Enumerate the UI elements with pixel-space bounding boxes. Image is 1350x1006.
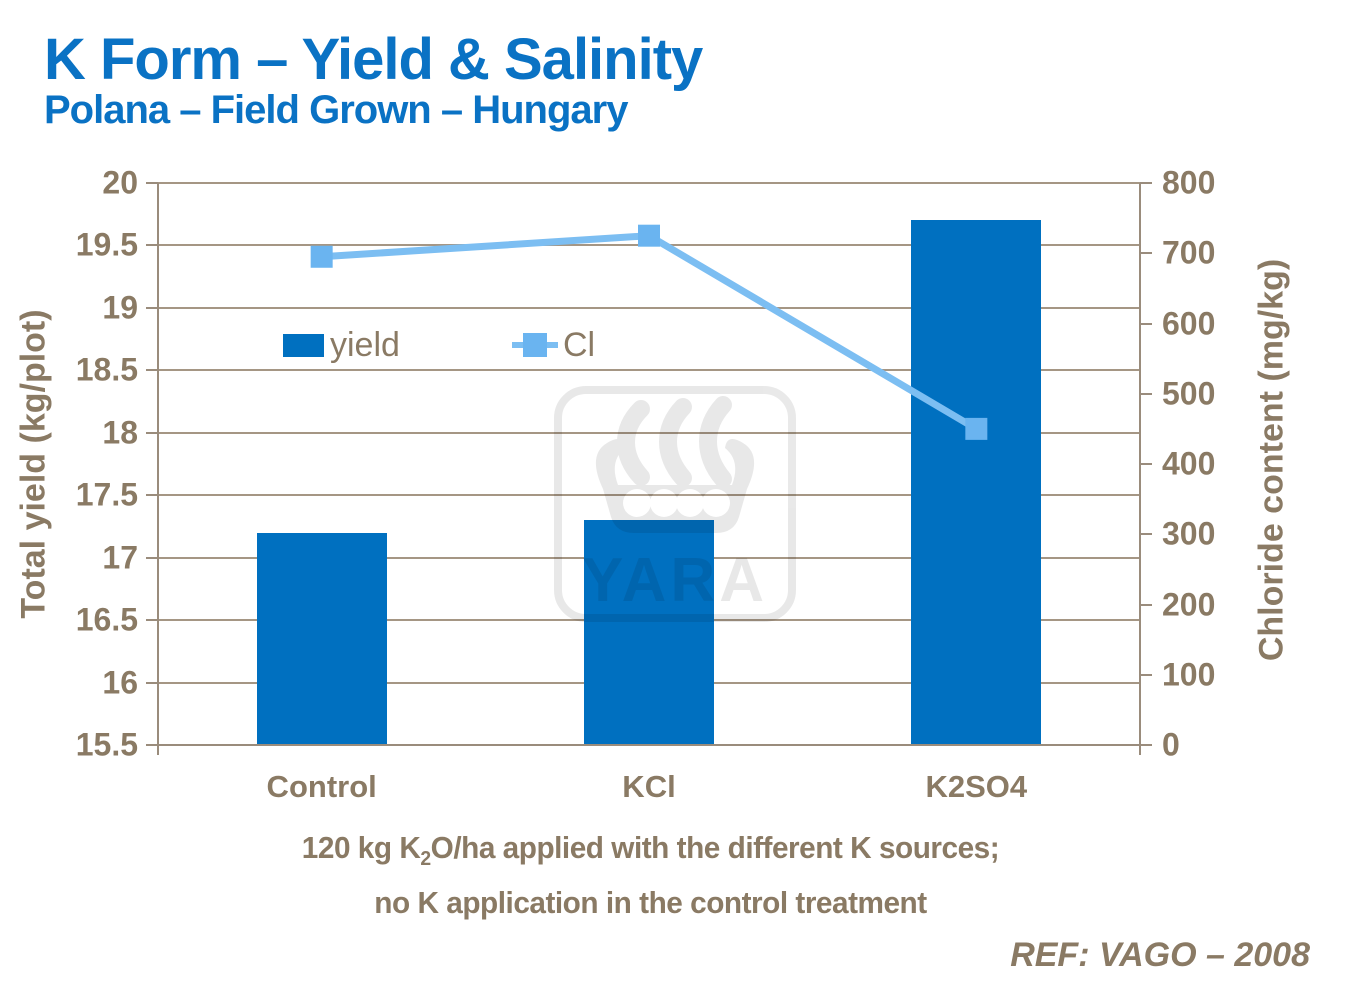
right-tick-mark bbox=[1140, 392, 1152, 395]
right-tick-mark bbox=[1140, 603, 1152, 606]
yield-bar-k2so4 bbox=[911, 220, 1042, 744]
left-tick-mark bbox=[146, 306, 158, 309]
gridline bbox=[158, 431, 1140, 434]
right-tick-mark bbox=[1140, 252, 1152, 255]
yield-legend-label: yield bbox=[330, 325, 400, 364]
left-tick-label: 20 bbox=[102, 164, 138, 201]
left-tick-label: 17 bbox=[102, 539, 138, 576]
left-tick-mark bbox=[146, 182, 158, 184]
right-tick-label: 600 bbox=[1162, 305, 1216, 341]
left-tick-mark bbox=[146, 494, 158, 497]
left-tick-mark bbox=[146, 681, 158, 684]
left-tick-label: 18 bbox=[102, 414, 138, 451]
reference-text: REF: VAGO – 2008 bbox=[1010, 936, 1310, 974]
right-tick-label: 700 bbox=[1162, 234, 1216, 271]
left-tick-mark bbox=[146, 369, 158, 372]
right-tick-mark bbox=[1140, 673, 1152, 676]
cl-marker-control bbox=[310, 245, 333, 268]
left-tick-mark bbox=[146, 244, 158, 247]
cl-legend-label: Cl bbox=[562, 325, 596, 364]
left-tick-label: 18.5 bbox=[75, 351, 138, 388]
right-tick-mark bbox=[1140, 182, 1152, 184]
left-tick-mark bbox=[146, 431, 158, 434]
right-tick-mark bbox=[1140, 322, 1152, 325]
category-label-control: Control bbox=[266, 769, 377, 804]
ship-hull-icon bbox=[595, 439, 755, 533]
caption-line-2: no K application in the control treatmen… bbox=[374, 885, 927, 921]
cl-legend-entry: Cl bbox=[511, 325, 596, 365]
right-tick-label: 200 bbox=[1162, 586, 1216, 622]
right-axis-line bbox=[1139, 183, 1141, 745]
caption-line-1: 120 kg K2O/ha applied with the different… bbox=[301, 830, 1000, 871]
bottom-tick-mark bbox=[157, 745, 159, 755]
slide-subtitle: Polana – Field Grown – Hungary bbox=[44, 88, 628, 132]
right-tick-label: 0 bbox=[1162, 726, 1180, 763]
category-label-kcl: KCl bbox=[622, 769, 676, 804]
right-tick-label: 800 bbox=[1162, 164, 1216, 201]
left-tick-mark bbox=[146, 556, 158, 559]
yield-bar-control bbox=[256, 532, 387, 744]
cl-legend-swatch bbox=[511, 333, 558, 357]
left-tick-label: 16 bbox=[102, 664, 138, 701]
right-tick-mark bbox=[1140, 463, 1152, 465]
ship-shields-icon bbox=[623, 489, 730, 517]
slide-title: K Form – Yield & Salinity bbox=[44, 27, 703, 92]
gridline bbox=[158, 182, 1140, 184]
right-tick-label: 100 bbox=[1162, 656, 1216, 693]
chart-caption: 120 kg K2O/ha applied with the different… bbox=[178, 826, 1124, 925]
ship-sails-icon bbox=[617, 396, 732, 488]
yield-legend-swatch bbox=[283, 333, 324, 357]
left-tick-label: 19.5 bbox=[75, 226, 138, 263]
chart-legend: yield Cl bbox=[283, 325, 596, 365]
left-tick-label: 16.5 bbox=[75, 601, 138, 638]
left-tick-mark bbox=[146, 619, 158, 622]
left-tick-label: 15.5 bbox=[75, 726, 138, 763]
bottom-axis-line bbox=[148, 744, 1150, 746]
cl-legend-marker-icon bbox=[522, 333, 547, 357]
right-tick-label: 300 bbox=[1162, 515, 1216, 552]
left-tick-label: 19 bbox=[102, 289, 138, 326]
right-tick-label: 500 bbox=[1162, 375, 1216, 412]
left-axis-line bbox=[157, 183, 159, 745]
gridline bbox=[158, 494, 1140, 497]
cl-marker-kcl bbox=[638, 224, 660, 247]
category-label-k2so4: K2SO4 bbox=[925, 769, 1028, 804]
right-axis-title: Chloride content (mg/kg) bbox=[1252, 258, 1291, 662]
right-tick-label: 400 bbox=[1162, 445, 1216, 482]
bottom-tick-mark bbox=[1139, 745, 1141, 755]
left-tick-label: 17.5 bbox=[75, 476, 138, 513]
yield-bar-kcl bbox=[584, 520, 714, 744]
right-tick-mark bbox=[1140, 533, 1152, 536]
